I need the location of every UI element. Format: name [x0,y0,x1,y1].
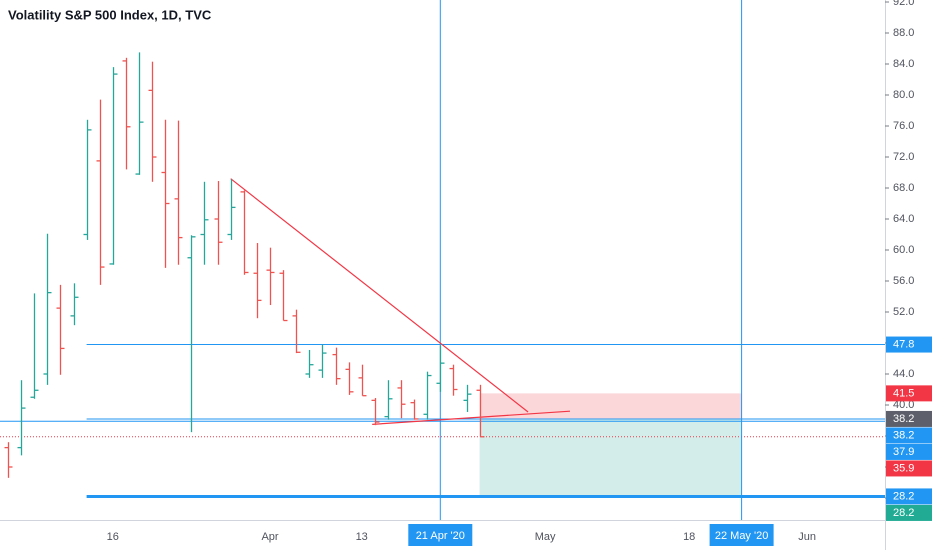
y-tick-label: 52.0 [893,306,914,318]
price-label: 38.2 [893,413,914,425]
y-tick-label: 40.0 [893,399,914,411]
price-label-box [886,427,932,444]
price-label: 28.2 [893,507,914,519]
trendline [230,178,529,413]
y-tick-label: 92.0 [893,0,914,8]
chart-title: Volatility S&P 500 Index, 1D, TVC [8,7,212,22]
target-zone [479,418,742,497]
x-tick-label: 18 [683,531,695,543]
price-label-box [886,460,932,477]
price-label-box [886,410,932,427]
price-label: 41.5 [893,387,914,399]
x-tick-label: 16 [107,531,119,543]
price-label: 35.9 [893,462,914,474]
price-label-box [886,385,932,402]
y-tick-label: 72.0 [893,151,914,163]
y-tick-label: 60.0 [893,244,914,256]
x-tick-label: 13 [356,531,368,543]
y-tick-label: 88.0 [893,27,914,39]
x-tick-label: May [535,531,556,543]
crosshair-date-box [709,524,774,546]
price-label-box [886,443,932,460]
price-label-box [886,488,932,505]
y-tick-label: 84.0 [893,58,914,70]
y-tick-label: 76.0 [893,120,914,132]
trendline [372,410,571,425]
price-label: 38.2 [893,429,914,441]
y-tick-label: 44.0 [893,368,914,380]
price-label: 37.9 [893,446,914,458]
crosshair-date-label: 21 Apr '20 [416,530,465,542]
plot [0,0,885,520]
y-tick-label: 64.0 [893,213,914,225]
price-label-box [886,504,932,521]
crosshair-date-box [408,524,473,546]
crosshair-date-label: 22 May '20 [715,530,768,542]
x-tick-label: Jun [798,531,816,543]
y-tick-label: 56.0 [893,275,914,287]
price-label-box [886,336,932,353]
y-tick-label: 80.0 [893,89,914,101]
x-tick-label: Apr [261,531,278,543]
y-tick-label: 68.0 [893,182,914,194]
price-label: 47.8 [893,338,914,350]
price-label: 28.2 [893,490,914,502]
